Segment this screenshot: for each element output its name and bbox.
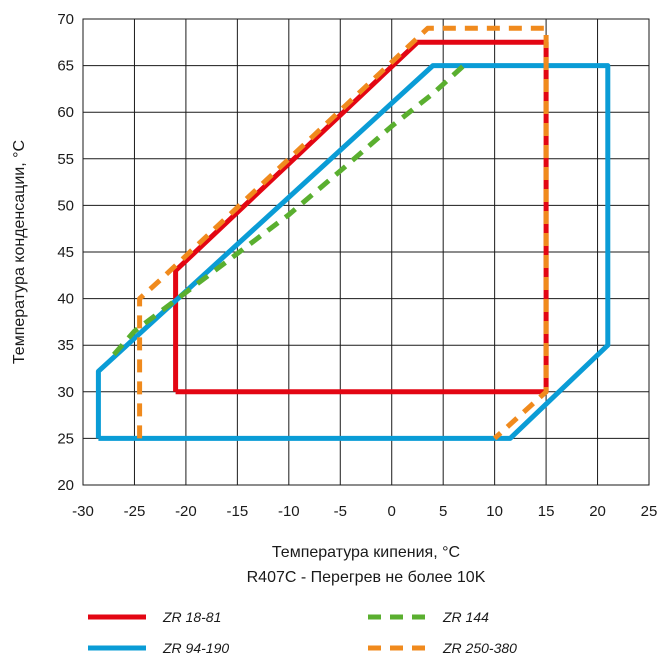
y-tick-label: 40 bbox=[57, 291, 74, 308]
x-tick-label: 10 bbox=[486, 503, 503, 520]
y-tick-labels: 20 25 30 35 40 45 50 55 60 65 70 bbox=[57, 11, 74, 494]
y-tick-label: 30 bbox=[57, 384, 74, 401]
x-tick-label: 20 bbox=[589, 503, 606, 520]
series-line-zr-250-380 bbox=[137, 25, 549, 441]
legend-label: ZR 94-190 bbox=[162, 640, 229, 655]
plot-frame bbox=[82, 18, 650, 486]
series-line-zr-94-190 bbox=[95, 63, 611, 441]
y-tick-label: 35 bbox=[57, 337, 74, 354]
y-axis-title: Температура конденсации, °C bbox=[11, 140, 28, 364]
x-tick-label: 15 bbox=[538, 503, 555, 520]
x-tick-label: 5 bbox=[439, 503, 447, 520]
y-tick-label: 25 bbox=[57, 430, 74, 447]
legend-label: ZR 18-81 bbox=[162, 609, 221, 625]
legend-label: ZR 144 bbox=[442, 609, 489, 625]
y-tick-label: 50 bbox=[57, 197, 74, 214]
x-tick-labels: -30 -25 -20 -15 -10 -5 0 5 10 15 20 25 bbox=[72, 503, 657, 520]
x-tick-label: -10 bbox=[278, 503, 300, 520]
y-tick-label: 60 bbox=[57, 104, 74, 121]
chart-subtitle: R407C - Перегрев не более 10K bbox=[247, 569, 486, 586]
legend: ZR 18-81 ZR 144 ZR 94-190 ZR 250-380 bbox=[88, 609, 517, 655]
legend-label: ZR 250-380 bbox=[442, 640, 517, 655]
x-tick-label: -20 bbox=[175, 503, 197, 520]
y-tick-label: 45 bbox=[57, 244, 74, 261]
y-tick-label: 55 bbox=[57, 151, 74, 168]
x-tick-label: -15 bbox=[227, 503, 249, 520]
y-tick-label: 20 bbox=[57, 477, 74, 494]
y-tick-label: 70 bbox=[57, 11, 74, 28]
series-lines bbox=[95, 25, 611, 441]
x-tick-label: -30 bbox=[72, 503, 94, 520]
x-tick-label: -25 bbox=[124, 503, 146, 520]
series-line-zr-18-81 bbox=[173, 39, 549, 395]
series-line-zr-144 bbox=[112, 59, 471, 357]
x-tick-label: 25 bbox=[641, 503, 658, 520]
x-tick-label: -5 bbox=[334, 503, 347, 520]
x-axis-title: Температура кипения, °C bbox=[272, 544, 460, 561]
x-tick-label: 0 bbox=[388, 503, 396, 520]
y-tick-label: 65 bbox=[57, 58, 74, 75]
